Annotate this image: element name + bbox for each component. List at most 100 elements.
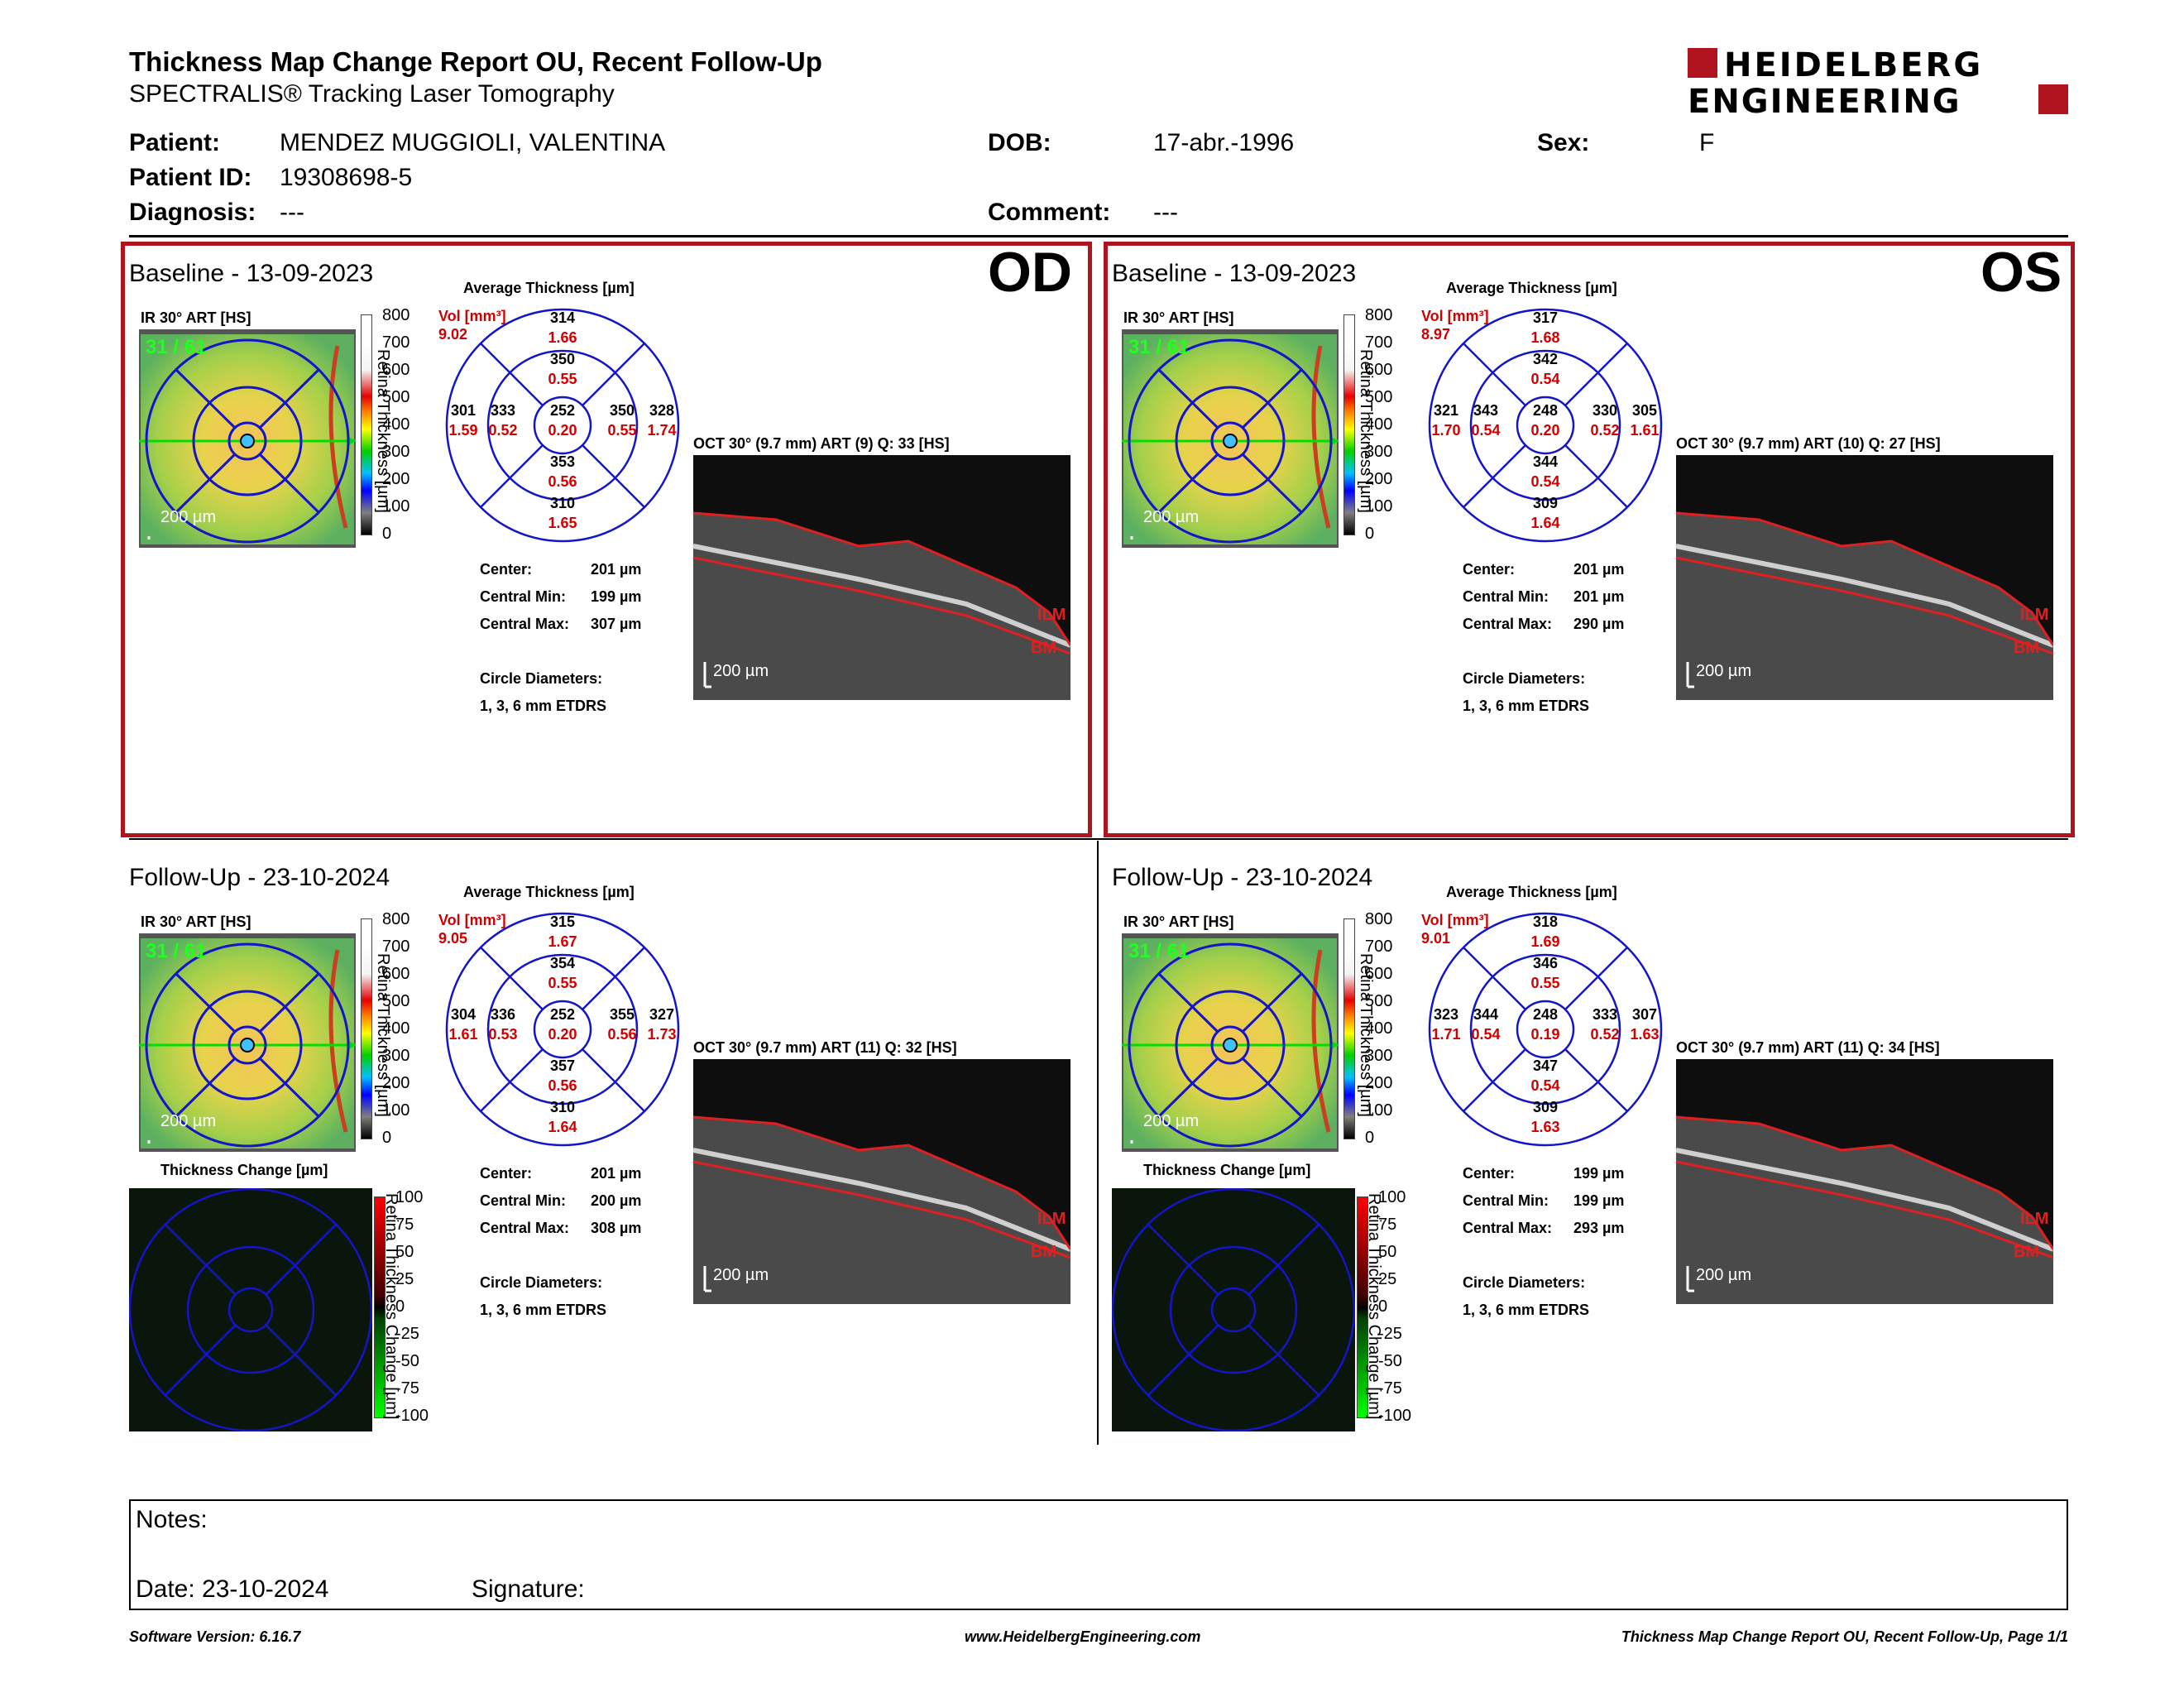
exam1-oct-label: OCT 30° (9.7 mm) ART (9) Q: 33 [HS] xyxy=(693,435,950,452)
exam4-avg-thickness-title: Average Thickness [µm] xyxy=(1446,884,1617,900)
notes-box[interactable] xyxy=(129,1499,2068,1610)
exam3-oct-scale: 200 µm xyxy=(713,1266,769,1284)
exam3-etdrs-grid: 315 1.67 354 0.55 304 1.61 336 0.53 252 0.20 355 0.… xyxy=(445,912,680,1147)
exam3-colorbar-tick: 300 xyxy=(382,1047,410,1065)
exam4-oct-bscan[interactable] xyxy=(1675,1059,2055,1304)
exam4-circle-diameters-value: 1, 3, 6 mm ETDRS xyxy=(1463,1302,1590,1318)
exam3-vol-label: Vol [mm³] xyxy=(438,912,506,928)
sector-volume-outer-bottom: 1.64 xyxy=(548,1119,577,1135)
exam4-circle-diameters-label: Circle Diameters: xyxy=(1463,1274,1586,1291)
sector-thickness-outer-bottom: 310 xyxy=(550,495,575,511)
website-link[interactable]: www.HeidelbergEngineering.com xyxy=(965,1628,1201,1645)
exam1-oct-scale: 200 µm xyxy=(713,662,769,680)
exam3-colorbar-tick: 0 xyxy=(382,1129,392,1147)
os-label: OS xyxy=(1980,241,2062,304)
exam1-central-max-value: 307 µm xyxy=(591,616,642,632)
sector-thickness-inner-top: 354 xyxy=(550,955,575,971)
exam1-colorbar-tick: 200 xyxy=(382,470,410,488)
exam4-oct-scale: 200 µm xyxy=(1696,1266,1752,1284)
exam3-fundus-image[interactable] xyxy=(139,933,356,1152)
sector-thickness-outer-left: 321 xyxy=(1434,402,1458,419)
exam3-change-map[interactable] xyxy=(128,1187,373,1432)
exam3-title: Follow-Up - 23-10-2024 xyxy=(129,864,390,891)
exam4-fundus-image[interactable] xyxy=(1122,933,1339,1152)
exam2-ilm-label: ILM xyxy=(2020,606,2049,624)
sector-thickness-outer-top: 317 xyxy=(1533,309,1558,326)
sector-volume-inner-left: 0.53 xyxy=(488,1026,517,1043)
sector-volume-outer-left: 1.61 xyxy=(448,1026,477,1043)
etdrs-divider xyxy=(480,444,544,508)
sector-thickness-outer-right: 307 xyxy=(1632,1006,1657,1023)
comment-label: Comment: xyxy=(988,199,1111,226)
sector-thickness-outer-right: 305 xyxy=(1632,402,1657,419)
sector-volume-inner-right: 0.56 xyxy=(607,1026,636,1043)
exam4-colorbar-tick: 100 xyxy=(1365,1101,1393,1120)
exam4-colorbar-tick: 400 xyxy=(1365,1019,1393,1038)
exam2-fundus-image[interactable] xyxy=(1122,329,1339,548)
sector-volume-outer-top: 1.67 xyxy=(548,933,577,950)
exam4-colorbar-label: Retina Thickness [µm] xyxy=(1357,953,1375,1117)
exam1-fundus-overlay: 31 / 61 xyxy=(146,336,207,358)
sector-thickness-center: 248 xyxy=(1533,1006,1558,1023)
sector-thickness-inner-right: 350 xyxy=(610,402,635,419)
exam4-change-map[interactable] xyxy=(1111,1187,1356,1432)
sector-thickness-outer-top: 314 xyxy=(550,309,575,326)
sector-volume-inner-left: 0.54 xyxy=(1471,1026,1500,1043)
exam1-circle-diameters-value: 1, 3, 6 mm ETDRS xyxy=(480,698,607,714)
exam2-central-min-label: Central Min: xyxy=(1463,588,1549,605)
heidelberg-logo: HEIDELBERG ENGINEERING xyxy=(1688,46,2068,121)
exam4-change-tick: 25 xyxy=(1378,1270,1397,1288)
sector-thickness-outer-left: 304 xyxy=(451,1006,476,1023)
exam1-oct-bscan[interactable] xyxy=(692,455,1072,700)
eye-divider xyxy=(1097,841,1099,1445)
exam4-change-colorbar xyxy=(1357,1196,1368,1418)
exam4-colorbar-tick: 700 xyxy=(1365,938,1393,956)
exam4-etdrs-grid: 318 1.69 346 0.55 323 1.71 344 0.54 248 0.19 333 0.… xyxy=(1428,912,1663,1147)
sex-label: Sex: xyxy=(1537,129,1590,156)
sector-thickness-inner-right: 333 xyxy=(1592,1006,1617,1023)
sector-volume-outer-left: 1.71 xyxy=(1431,1026,1460,1043)
sector-volume-outer-right: 1.74 xyxy=(647,422,676,439)
exam4-central-min-label: Central Min: xyxy=(1463,1192,1549,1209)
exam1-vol-value: 9.02 xyxy=(438,326,468,343)
sector-volume-center: 0.20 xyxy=(548,1026,577,1043)
exam1-colorbar-tick: 800 xyxy=(382,306,410,324)
exam4-change-tick: 100 xyxy=(1378,1188,1406,1206)
exam3-change-label: Retina Thickness Change [µm] xyxy=(382,1193,400,1420)
sector-thickness-center: 248 xyxy=(1533,402,1558,419)
sector-volume-outer-top: 1.68 xyxy=(1530,329,1559,346)
exam3-oct-bscan[interactable] xyxy=(692,1059,1072,1304)
sector-thickness-outer-bottom: 309 xyxy=(1533,495,1558,511)
etdrs-divider xyxy=(582,444,645,508)
etdrs-divider xyxy=(1463,343,1526,406)
exam3-center-label: Center: xyxy=(480,1165,533,1182)
exam3-change-tick: 25 xyxy=(395,1270,414,1288)
exam3-colorbar-tick: 100 xyxy=(382,1101,410,1120)
etdrs-divider xyxy=(1463,1048,1526,1112)
exam3-central-min-value: 200 µm xyxy=(591,1192,642,1209)
exam1-colorbar-tick: 700 xyxy=(382,333,410,352)
exam3-change-tick: -25 xyxy=(395,1325,419,1343)
exam3-colorbar-tick: 400 xyxy=(382,1019,410,1038)
exam1-title: Baseline - 13-09-2023 xyxy=(129,260,374,287)
exam1-fundus-image[interactable] xyxy=(139,329,356,548)
exam2-oct-bscan[interactable] xyxy=(1675,455,2055,700)
exam4-ilm-label: ILM xyxy=(2020,1210,2049,1228)
exam2-vol-value: 8.97 xyxy=(1421,326,1451,343)
exam4-fundus-overlay: 31 / 61 xyxy=(1128,940,1190,962)
etdrs-ring xyxy=(486,953,639,1105)
sector-volume-center: 0.20 xyxy=(548,422,577,439)
sector-volume-inner-right: 0.52 xyxy=(1590,422,1619,439)
exam1-vol-label: Vol [mm³] xyxy=(438,308,506,324)
page-info: Thickness Map Change Report OU, Recent F… xyxy=(1621,1628,2068,1645)
sector-volume-inner-bottom: 0.56 xyxy=(548,473,577,490)
exam4-change-tick: 75 xyxy=(1378,1216,1397,1234)
exam3-thickness-colorbar xyxy=(361,918,372,1139)
etdrs-ring xyxy=(533,396,592,455)
sector-thickness-outer-right: 328 xyxy=(649,402,674,419)
exam4-colorbar-tick: 600 xyxy=(1365,965,1393,983)
exam2-center-label: Center: xyxy=(1463,561,1516,578)
os-baseline-panel xyxy=(1104,242,2075,837)
exam2-colorbar-tick: 400 xyxy=(1365,415,1393,434)
dob-label: DOB: xyxy=(988,129,1051,156)
